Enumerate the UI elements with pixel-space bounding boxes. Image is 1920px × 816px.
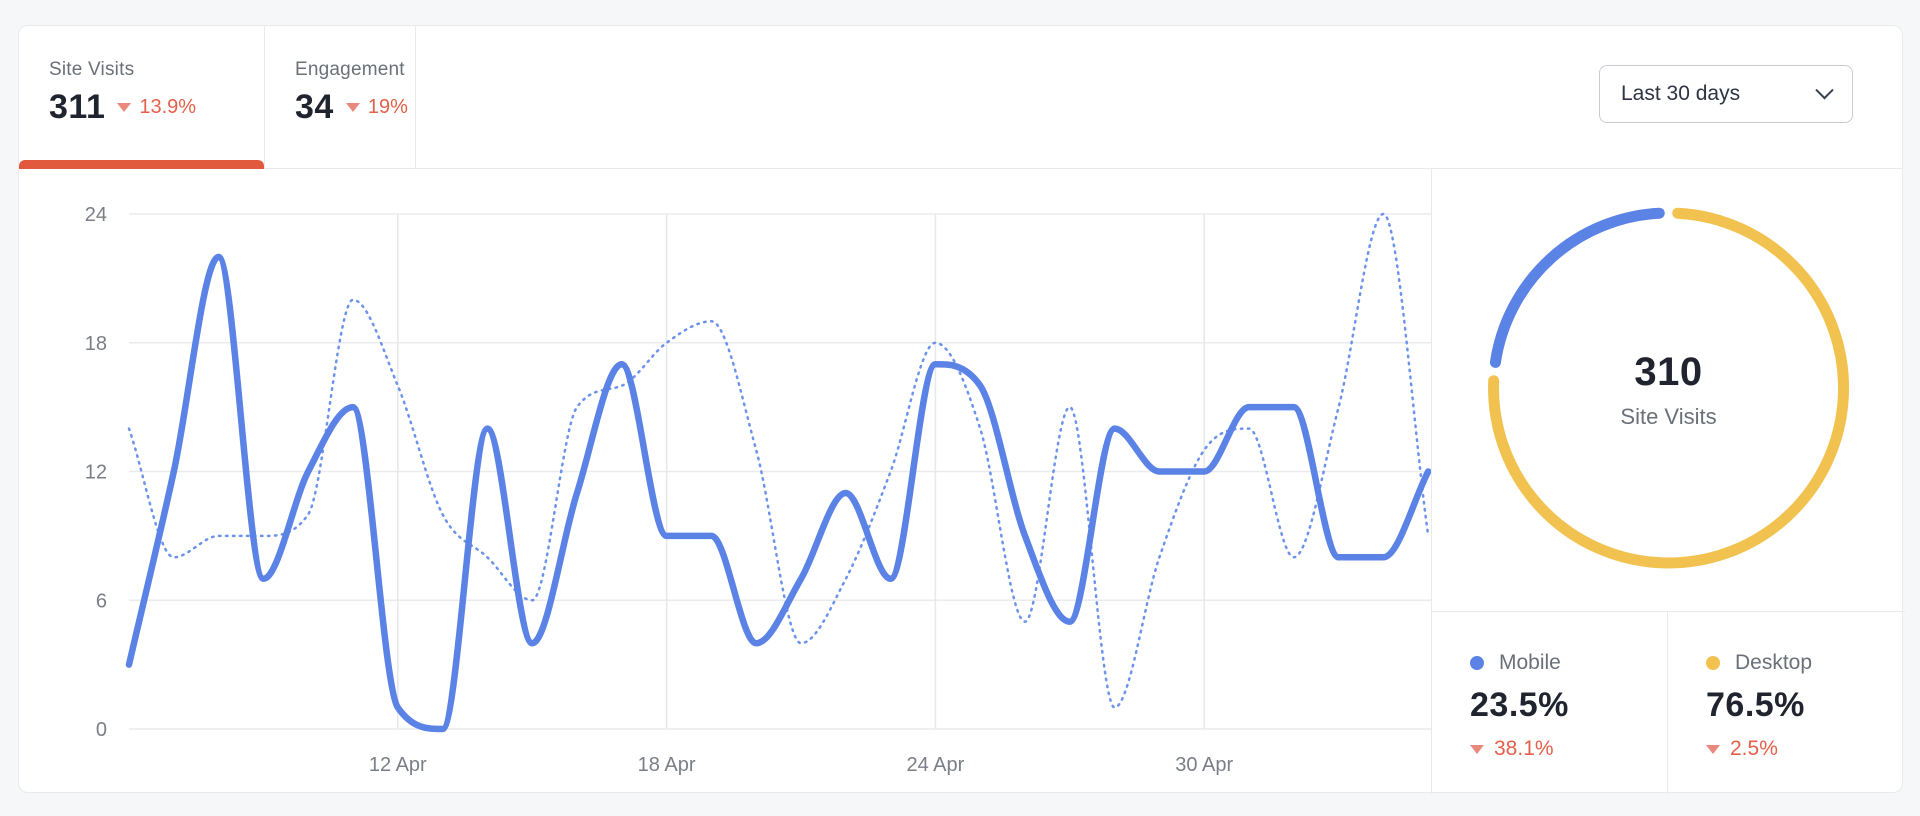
chevron-down-icon bbox=[1815, 80, 1834, 99]
down-arrow-icon bbox=[345, 103, 360, 112]
delta-value: 13.9% bbox=[139, 96, 197, 118]
delta-value: 19% bbox=[367, 96, 408, 118]
legend-header: Mobile bbox=[1470, 651, 1667, 675]
date-range-select[interactable]: Last 30 days bbox=[1599, 65, 1853, 123]
y-axis-tick-label: 6 bbox=[96, 590, 107, 612]
y-axis-tick-label: 24 bbox=[85, 204, 107, 226]
legend-label: Desktop bbox=[1735, 651, 1813, 674]
y-axis-tick-label: 0 bbox=[96, 719, 107, 741]
y-axis-tick-label: 18 bbox=[85, 333, 107, 355]
tab-delta: 19% bbox=[345, 96, 408, 119]
tab-value-row: 311 13.9% bbox=[49, 88, 264, 127]
down-arrow-icon bbox=[117, 103, 132, 112]
device-legend: Mobile 23.5% 38.1% Desktop 76.5% bbox=[1432, 611, 1905, 794]
tab-engagement[interactable]: Engagement 34 19% bbox=[264, 26, 416, 169]
tab-site-visits[interactable]: Site Visits 311 13.9% bbox=[19, 26, 264, 169]
x-axis-tick-label: 30 Apr bbox=[1175, 754, 1233, 776]
desktop-arc bbox=[1488, 207, 1850, 569]
date-range-value: Last 30 days bbox=[1621, 82, 1741, 105]
down-arrow-icon bbox=[1706, 744, 1720, 754]
y-axis-tick-label: 12 bbox=[85, 462, 107, 484]
tab-label: Engagement bbox=[295, 59, 405, 80]
mobile-arc bbox=[1489, 207, 1665, 368]
x-axis-tick-label: 18 Apr bbox=[638, 754, 696, 776]
previous-period-line bbox=[127, 212, 1430, 709]
legend-header: Desktop bbox=[1706, 651, 1905, 675]
card-header: Site Visits 311 13.9% Engagement 34 bbox=[19, 26, 1902, 169]
delta-value: 2.5% bbox=[1730, 737, 1778, 760]
legend-card-desktop: Desktop 76.5% 2.5% bbox=[1667, 612, 1905, 794]
tab-value-row: 34 19% bbox=[295, 88, 415, 127]
legend-label: Mobile bbox=[1499, 651, 1561, 674]
analytics-card: Site Visits 311 13.9% Engagement 34 bbox=[18, 25, 1905, 794]
legend-card-mobile: Mobile 23.5% 38.1% bbox=[1432, 612, 1667, 794]
mobile-percent: 23.5% bbox=[1470, 686, 1569, 724]
desktop-percent: 76.5% bbox=[1706, 686, 1805, 724]
delta-value: 38.1% bbox=[1494, 737, 1554, 760]
donut-center: 310 Site Visits bbox=[1432, 169, 1905, 611]
x-axis-tick-label: 24 Apr bbox=[906, 754, 964, 776]
tab-value: 34 bbox=[295, 88, 334, 126]
donut-center-label: Site Visits bbox=[1620, 404, 1717, 429]
device-breakdown-panel: 310 Site Visits Mobile 23.5% 38.1% bbox=[1431, 169, 1905, 794]
device-donut-chart bbox=[1488, 207, 1850, 569]
mobile-dot-icon bbox=[1470, 656, 1484, 670]
desktop-dot-icon bbox=[1706, 656, 1720, 670]
donut-section: 310 Site Visits bbox=[1432, 169, 1905, 611]
tab-value: 311 bbox=[49, 88, 106, 126]
tab-label: Site Visits bbox=[49, 59, 135, 80]
donut-center-value: 310 bbox=[1634, 350, 1703, 394]
metric-tabs: Site Visits 311 13.9% Engagement 34 bbox=[19, 26, 416, 169]
tab-delta: 13.9% bbox=[117, 96, 196, 119]
down-arrow-icon bbox=[1470, 744, 1484, 754]
x-axis-tick-label: 12 Apr bbox=[369, 754, 427, 776]
current-period-line bbox=[125, 253, 1431, 733]
active-tab-indicator bbox=[19, 160, 264, 169]
legend-delta: 2.5% bbox=[1706, 737, 1905, 761]
legend-delta: 38.1% bbox=[1470, 737, 1667, 761]
site-visits-line-chart: 0 6 12 18 24 12 Apr 18 Apr 24 Apr 30 Apr bbox=[85, 204, 1431, 776]
